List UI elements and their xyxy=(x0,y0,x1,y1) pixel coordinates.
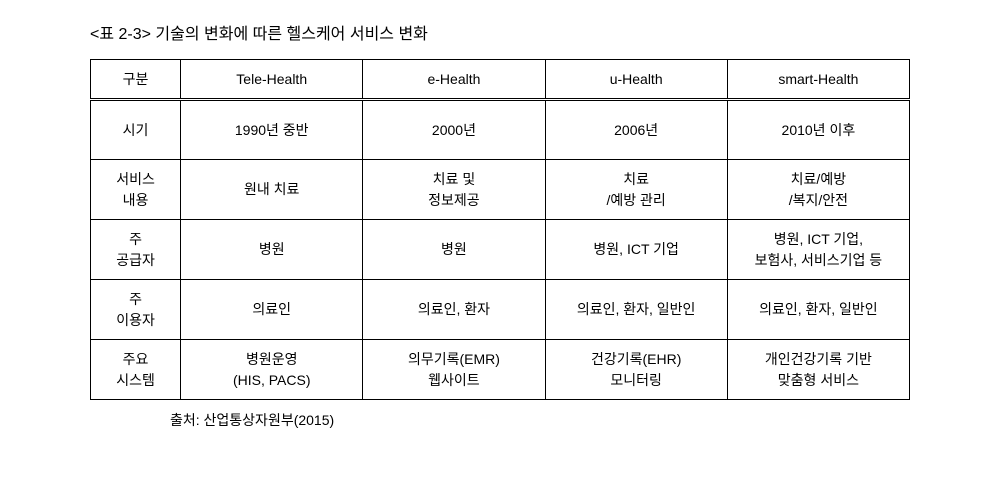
header-e-health: e-Health xyxy=(363,60,545,100)
row-category: 주공급자 xyxy=(91,220,181,280)
table-title: <표 2-3> 기술의 변화에 따른 헬스케어 서비스 변화 xyxy=(60,20,940,44)
table-row: 서비스내용 원내 치료 치료 및정보제공 치료/예방 관리 치료/예방/복지/안… xyxy=(91,160,910,220)
table-header-row: 구분 Tele-Health e-Health u-Health smart-H… xyxy=(91,60,910,100)
cell: 의무기록(EMR)웹사이트 xyxy=(363,340,545,400)
cell: 의료인 xyxy=(181,280,363,340)
cell: 건강기록(EHR)모니터링 xyxy=(545,340,727,400)
cell: 의료인, 환자 xyxy=(363,280,545,340)
cell: 2006년 xyxy=(545,100,727,160)
cell: 병원, ICT 기업 xyxy=(545,220,727,280)
row-category: 주이용자 xyxy=(91,280,181,340)
cell: 병원, ICT 기업,보험사, 서비스기업 등 xyxy=(727,220,909,280)
table-row: 시기 1990년 중반 2000년 2006년 2010년 이후 xyxy=(91,100,910,160)
cell: 2010년 이후 xyxy=(727,100,909,160)
header-tele-health: Tele-Health xyxy=(181,60,363,100)
cell: 치료 및정보제공 xyxy=(363,160,545,220)
table-row: 주공급자 병원 병원 병원, ICT 기업 병원, ICT 기업,보험사, 서비… xyxy=(91,220,910,280)
cell: 원내 치료 xyxy=(181,160,363,220)
cell: 병원 xyxy=(363,220,545,280)
row-category: 시기 xyxy=(91,100,181,160)
cell: 개인건강기록 기반맞춤형 서비스 xyxy=(727,340,909,400)
header-u-health: u-Health xyxy=(545,60,727,100)
row-category: 주요시스템 xyxy=(91,340,181,400)
cell: 의료인, 환자, 일반인 xyxy=(545,280,727,340)
cell: 병원운영(HIS, PACS) xyxy=(181,340,363,400)
cell: 치료/예방/복지/안전 xyxy=(727,160,909,220)
table-row: 주요시스템 병원운영(HIS, PACS) 의무기록(EMR)웹사이트 건강기록… xyxy=(91,340,910,400)
table-source: 출처: 산업통상자원부(2015) xyxy=(60,410,940,430)
table-row: 주이용자 의료인 의료인, 환자 의료인, 환자, 일반인 의료인, 환자, 일… xyxy=(91,280,910,340)
cell: 의료인, 환자, 일반인 xyxy=(727,280,909,340)
row-category: 서비스내용 xyxy=(91,160,181,220)
cell: 1990년 중반 xyxy=(181,100,363,160)
healthcare-evolution-table: 구분 Tele-Health e-Health u-Health smart-H… xyxy=(90,59,910,400)
header-category: 구분 xyxy=(91,60,181,100)
cell: 2000년 xyxy=(363,100,545,160)
cell: 병원 xyxy=(181,220,363,280)
header-smart-health: smart-Health xyxy=(727,60,909,100)
cell: 치료/예방 관리 xyxy=(545,160,727,220)
